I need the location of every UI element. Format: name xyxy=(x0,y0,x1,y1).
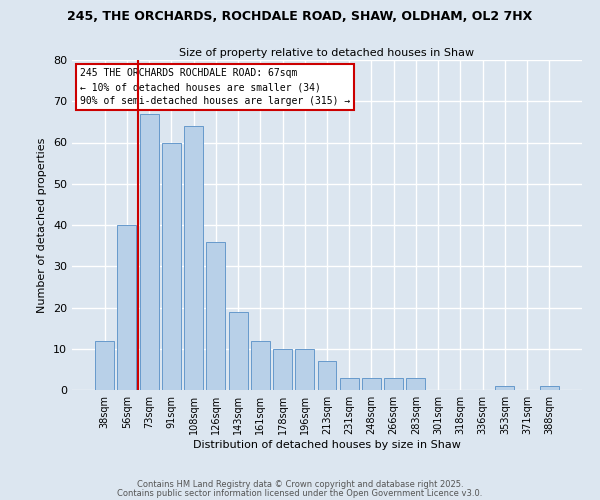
Text: Contains HM Land Registry data © Crown copyright and database right 2025.: Contains HM Land Registry data © Crown c… xyxy=(137,480,463,489)
Bar xyxy=(273,349,292,390)
Text: Contains public sector information licensed under the Open Government Licence v3: Contains public sector information licen… xyxy=(118,488,482,498)
Bar xyxy=(251,340,270,390)
Bar xyxy=(162,142,181,390)
Text: 245 THE ORCHARDS ROCHDALE ROAD: 67sqm
← 10% of detached houses are smaller (34)
: 245 THE ORCHARDS ROCHDALE ROAD: 67sqm ← … xyxy=(80,68,350,106)
Y-axis label: Number of detached properties: Number of detached properties xyxy=(37,138,47,312)
Bar xyxy=(406,378,425,390)
Bar xyxy=(317,361,337,390)
Bar xyxy=(362,378,381,390)
Bar xyxy=(140,114,158,390)
Bar xyxy=(384,378,403,390)
Bar xyxy=(340,378,359,390)
Bar xyxy=(184,126,203,390)
Bar xyxy=(295,349,314,390)
Bar xyxy=(229,312,248,390)
Bar xyxy=(95,340,114,390)
Bar xyxy=(206,242,225,390)
Title: Size of property relative to detached houses in Shaw: Size of property relative to detached ho… xyxy=(179,48,475,58)
Bar xyxy=(496,386,514,390)
Bar xyxy=(540,386,559,390)
X-axis label: Distribution of detached houses by size in Shaw: Distribution of detached houses by size … xyxy=(193,440,461,450)
Text: 245, THE ORCHARDS, ROCHDALE ROAD, SHAW, OLDHAM, OL2 7HX: 245, THE ORCHARDS, ROCHDALE ROAD, SHAW, … xyxy=(67,10,533,23)
Bar xyxy=(118,225,136,390)
